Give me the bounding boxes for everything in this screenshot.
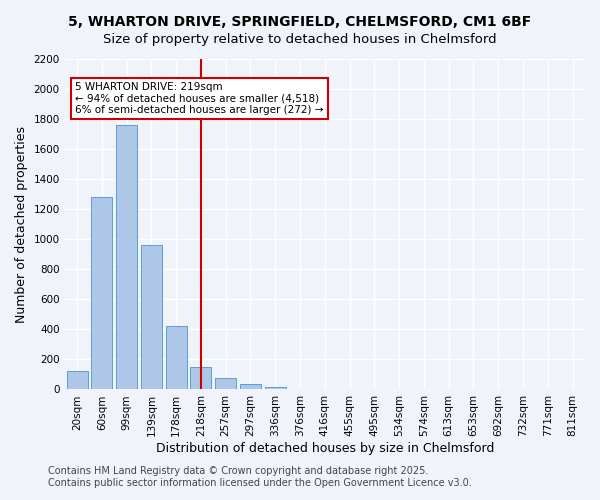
Text: 5, WHARTON DRIVE, SPRINGFIELD, CHELMSFORD, CM1 6BF: 5, WHARTON DRIVE, SPRINGFIELD, CHELMSFOR… <box>68 15 532 29</box>
Bar <box>116 125 137 390</box>
Bar <box>265 387 286 390</box>
Bar <box>91 197 112 390</box>
Bar <box>215 378 236 390</box>
Text: Contains HM Land Registry data © Crown copyright and database right 2025.
Contai: Contains HM Land Registry data © Crown c… <box>48 466 472 487</box>
Bar <box>166 326 187 390</box>
Text: Size of property relative to detached houses in Chelmsford: Size of property relative to detached ho… <box>103 32 497 46</box>
Y-axis label: Number of detached properties: Number of detached properties <box>15 126 28 322</box>
Bar <box>240 384 261 390</box>
Text: 5 WHARTON DRIVE: 219sqm
← 94% of detached houses are smaller (4,518)
6% of semi-: 5 WHARTON DRIVE: 219sqm ← 94% of detache… <box>75 82 323 116</box>
Bar <box>190 367 211 390</box>
X-axis label: Distribution of detached houses by size in Chelmsford: Distribution of detached houses by size … <box>155 442 494 455</box>
Bar <box>67 372 88 390</box>
Bar <box>141 246 162 390</box>
